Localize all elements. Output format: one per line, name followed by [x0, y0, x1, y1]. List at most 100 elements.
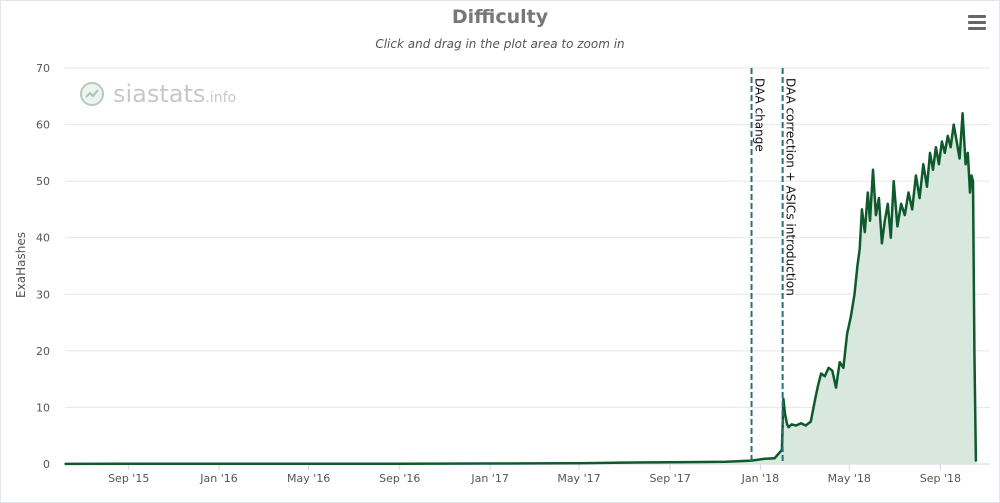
- data-point: [955, 140, 958, 143]
- y-tick-label: 0: [43, 458, 50, 471]
- data-point: [820, 372, 822, 375]
- data-point: [809, 420, 812, 423]
- chart-title: Difficulty: [451, 6, 549, 28]
- data-point: [938, 163, 940, 165]
- data-point: [838, 361, 841, 363]
- data-point: [958, 157, 961, 160]
- data-point: [824, 375, 826, 378]
- data-point: [900, 202, 902, 205]
- data-point: [975, 460, 977, 462]
- data-point: [307, 462, 310, 465]
- data-point: [946, 135, 949, 137]
- y-tick-label: 70: [36, 62, 50, 75]
- x-tick-label: Sep '18: [920, 472, 961, 485]
- y-tick-label: 30: [36, 288, 50, 301]
- data-point: [814, 398, 817, 400]
- data-point: [127, 463, 130, 465]
- data-point: [864, 231, 866, 233]
- data-point: [970, 174, 973, 177]
- data-point: [827, 367, 830, 369]
- data-point: [886, 202, 889, 205]
- data-point: [790, 423, 793, 426]
- data-point: [784, 412, 786, 414]
- data-point: [907, 191, 910, 194]
- data-point: [623, 461, 625, 464]
- y-tick-label: 40: [36, 232, 50, 245]
- data-point: [911, 208, 914, 211]
- data-point: [884, 219, 886, 222]
- data-point: [867, 191, 869, 194]
- plot-line-label: DAA change: [753, 78, 767, 152]
- data-point: [915, 174, 917, 177]
- x-axis-ticks: Sep '15 Jan '16 May '16 Sep '16 Jan '17 May '…: [108, 464, 961, 485]
- y-tick-label: 50: [36, 175, 50, 188]
- data-point: [869, 219, 871, 222]
- x-tick-label: Jan '16: [199, 472, 237, 485]
- data-point: [969, 191, 971, 194]
- data-point: [831, 369, 834, 372]
- data-point: [949, 146, 952, 148]
- data-point: [872, 169, 874, 171]
- data-point: [904, 214, 906, 216]
- data-point: [952, 123, 955, 126]
- data-point: [835, 386, 837, 389]
- series-line: [64, 112, 978, 466]
- x-tick-label: Jan '17: [470, 472, 508, 485]
- siastats-logo-text: siastats.info: [113, 80, 237, 108]
- data-point: [896, 225, 899, 228]
- x-tick-label: Sep '16: [379, 472, 420, 485]
- data-point: [64, 463, 66, 465]
- data-point: [795, 424, 797, 427]
- data-point: [856, 265, 859, 267]
- data-point: [941, 140, 943, 143]
- data-point: [892, 180, 895, 182]
- data-point: [878, 197, 880, 199]
- hamburger-menu-icon[interactable]: [968, 14, 986, 30]
- data-point: [935, 146, 937, 148]
- data-point: [944, 152, 946, 154]
- data-point: [964, 163, 967, 165]
- series-group: [64, 112, 978, 466]
- y-axis-ticks: 0 10 20 30 40 50 60 70: [36, 62, 50, 471]
- data-point: [961, 112, 964, 115]
- data-point: [926, 186, 928, 188]
- data-point: [932, 169, 934, 171]
- data-point: [858, 248, 861, 250]
- data-point: [918, 197, 921, 199]
- data-point: [786, 423, 788, 426]
- data-point: [218, 462, 220, 465]
- x-tick-label: May '16: [287, 472, 330, 485]
- y-tick-label: 20: [36, 345, 50, 358]
- data-point: [922, 163, 925, 165]
- x-tick-label: Jan '18: [741, 472, 779, 485]
- data-point: [773, 457, 776, 460]
- data-point: [701, 461, 704, 463]
- x-tick-label: May '18: [828, 472, 871, 485]
- x-tick-label: Sep '17: [649, 472, 690, 485]
- data-point: [875, 214, 877, 216]
- x-tick-label: May '17: [557, 472, 600, 485]
- data-point: [842, 367, 845, 369]
- data-point: [669, 461, 671, 464]
- data-point: [724, 460, 727, 463]
- series-area: [65, 113, 976, 465]
- data-point: [800, 422, 802, 425]
- data-point: [762, 458, 765, 460]
- data-point: [846, 333, 848, 335]
- data-point: [929, 152, 931, 154]
- data-point: [489, 462, 491, 465]
- data-point: [853, 293, 856, 296]
- data-point: [736, 460, 739, 462]
- data-point: [972, 180, 974, 182]
- data-point: [889, 236, 892, 239]
- data-point: [532, 462, 535, 465]
- data-point: [861, 208, 863, 211]
- data-point: [881, 242, 883, 245]
- data-point: [782, 398, 785, 400]
- data-point: [966, 152, 969, 154]
- data-point: [817, 384, 819, 386]
- y-axis-label: ExaHashes: [14, 232, 28, 298]
- x-tick-label: Sep '15: [108, 472, 149, 485]
- plot-line-label: DAA correction + ASICs introduction: [784, 78, 798, 296]
